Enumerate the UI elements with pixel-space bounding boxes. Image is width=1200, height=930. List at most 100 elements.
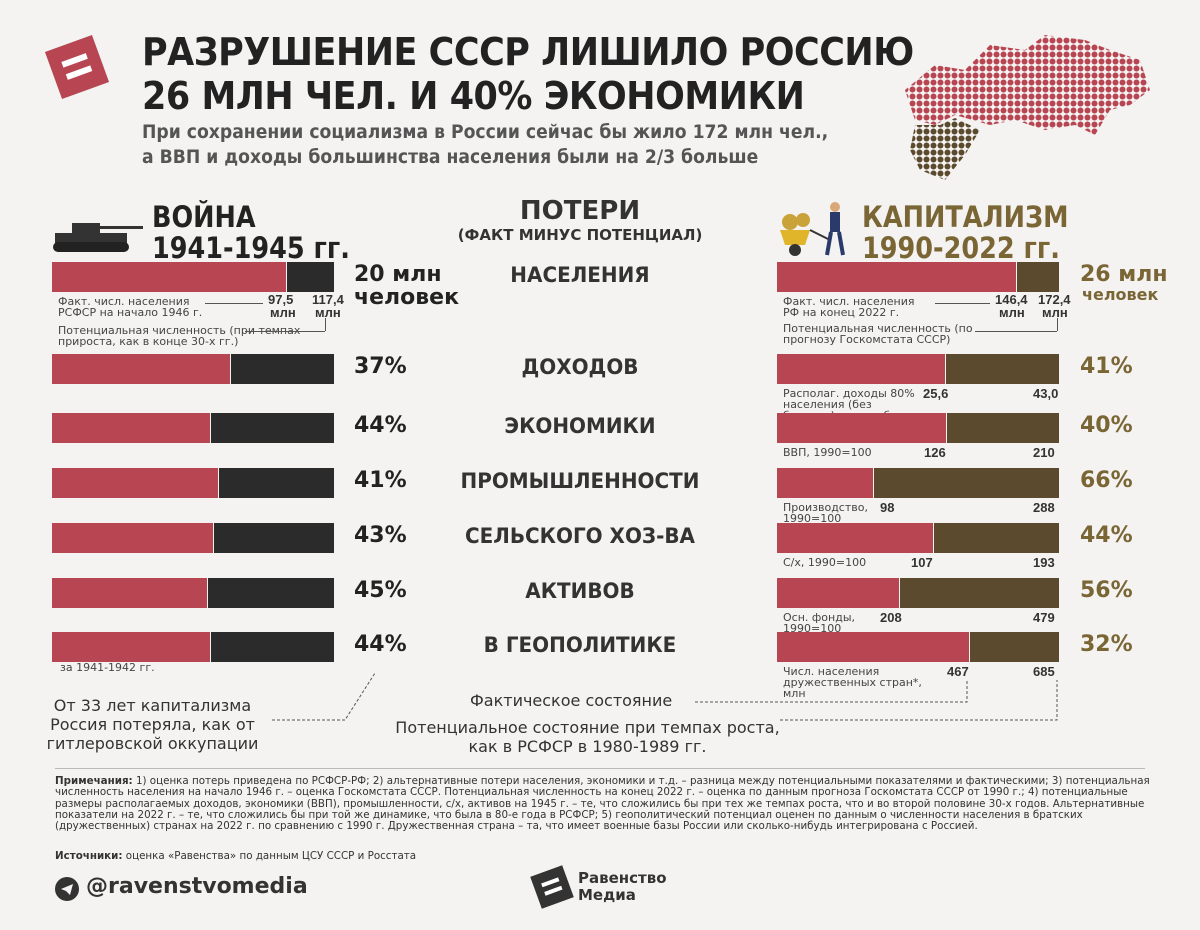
footer-logo bbox=[530, 865, 574, 909]
legend-potential: Потенциальное состояние при темпах роста… bbox=[395, 718, 780, 756]
war-loss-label: 43% bbox=[354, 523, 407, 548]
cap-potential-bar bbox=[946, 354, 1059, 384]
leader-line bbox=[935, 303, 990, 304]
legend-connector-lines bbox=[695, 680, 1058, 721]
cap-fact-bar bbox=[777, 523, 933, 553]
war-fact-bar bbox=[52, 468, 218, 498]
cap-note-text: С/х, 1990=100 bbox=[783, 556, 867, 569]
war-fact-value: 97,5 bbox=[268, 292, 294, 307]
war-loss-label: 41% bbox=[354, 468, 407, 493]
ravenstvo-logo bbox=[44, 34, 110, 100]
war-loss-label: 44% bbox=[354, 632, 407, 657]
category-label: ДОХОДОВ bbox=[521, 355, 639, 379]
cap-note-text: Осн. фонды, 1990=100 bbox=[783, 611, 856, 635]
russia-map-illustration bbox=[905, 35, 1150, 180]
war-fact-note: Факт. числ. населения РСФСР на начало 19… bbox=[58, 295, 203, 319]
cap-potential-bar bbox=[947, 413, 1059, 443]
cap-fact-bar bbox=[777, 578, 899, 608]
category-label: АКТИВОВ bbox=[525, 579, 635, 603]
leader-line bbox=[245, 331, 325, 332]
war-heading: ВОЙНА 1941-1945 гг. bbox=[152, 200, 350, 265]
war-potential-unit: млн bbox=[315, 305, 341, 320]
note-spacer bbox=[875, 502, 1059, 514]
war-potential-bar bbox=[287, 262, 334, 292]
war-fact-bar bbox=[52, 413, 210, 443]
cap-potential-value: 288 bbox=[1033, 500, 1055, 515]
page-subtitle: При сохранении социализма в России сейча… bbox=[142, 122, 829, 168]
losses-heading: ПОТЕРИ (ФАКТ МИНУС ПОТЕНЦИАЛ) bbox=[457, 196, 703, 244]
category-label: ЭКОНОМИКИ bbox=[504, 414, 656, 438]
cap-potential-value: 210 bbox=[1033, 445, 1055, 460]
cap-loss-label: 41% bbox=[1080, 354, 1133, 379]
cap-note-text: Числ. населения дружественных стран*, мл… bbox=[783, 665, 922, 700]
capitalism-heading: КАПИТАЛИЗМ 1990-2022 гг. bbox=[862, 200, 1069, 265]
wheelbarrow-money-icon bbox=[780, 202, 845, 256]
cap-potential-value: 685 bbox=[1033, 664, 1055, 679]
sources: Источники: оценка «Равенства» по данным … bbox=[55, 850, 417, 862]
cap-note-text: Производство, 1990=100 bbox=[783, 501, 868, 525]
leader-line bbox=[1057, 318, 1058, 331]
war-potential-bar bbox=[231, 354, 334, 384]
note-spacer bbox=[875, 612, 1059, 624]
cap-loss-label-line2: человек bbox=[1082, 285, 1159, 304]
cap-note: Осн. фонды, 1990=100 bbox=[783, 612, 1059, 634]
war-fact-bar bbox=[52, 578, 207, 608]
war-potential-note: Потенциальная численность (при темпах пр… bbox=[58, 324, 301, 348]
war-geopolitics-note: за 1941-1942 гг. bbox=[60, 661, 155, 674]
cap-loss-label: 66% bbox=[1080, 468, 1133, 493]
cap-potential-value: 172,4 bbox=[1038, 292, 1071, 307]
war-fact-bar bbox=[52, 262, 286, 292]
war-potential-value: 117,4 bbox=[312, 292, 344, 307]
cap-loss-label: 56% bbox=[1080, 578, 1133, 603]
telegram-icon bbox=[55, 877, 79, 901]
cap-potential-value: 479 bbox=[1033, 610, 1055, 625]
cap-potential-bar bbox=[1017, 262, 1059, 292]
footer-brand: Равенство Медиа bbox=[578, 869, 667, 904]
war-potential-bar bbox=[208, 578, 334, 608]
cap-note: Производство, 1990=100 bbox=[783, 502, 1059, 524]
category-label: ПРОМЫШЛЕННОСТИ bbox=[460, 469, 700, 493]
cap-fact-value: 146,4 bbox=[995, 292, 1028, 307]
cap-fact-bar bbox=[777, 262, 1016, 292]
cap-note: ВВП, 1990=100 bbox=[783, 447, 1059, 459]
war-potential-bar bbox=[211, 632, 334, 662]
cap-fact-value: 126 bbox=[924, 445, 946, 460]
war-potential-bar bbox=[214, 523, 334, 553]
telegram-handle[interactable]: @ravenstvomedia bbox=[86, 874, 308, 899]
leader-line bbox=[205, 303, 263, 304]
left-callout: От 33 лет капитализма Россия потеряла, к… bbox=[46, 696, 259, 753]
leader-line bbox=[325, 318, 326, 331]
war-loss-label: 37% bbox=[354, 354, 407, 379]
war-loss-label: 20 млн bbox=[354, 262, 442, 287]
cap-fact-value: 107 bbox=[911, 555, 933, 570]
war-potential-bar bbox=[219, 468, 334, 498]
cap-note: С/х, 1990=100 bbox=[783, 557, 1059, 569]
category-label: В ГЕОПОЛИТИКЕ bbox=[483, 633, 677, 657]
legend-fact: Фактическое состояние bbox=[470, 691, 673, 710]
cap-potential-bar bbox=[900, 578, 1059, 608]
war-fact-bar bbox=[52, 632, 210, 662]
divider bbox=[55, 768, 1145, 769]
notes: Примечания: 1) оценка потерь приведена п… bbox=[55, 775, 1150, 833]
category-label: СЕЛЬСКОГО ХОЗ-ВА bbox=[464, 524, 696, 548]
cap-fact-bar bbox=[777, 413, 946, 443]
page-title: РАЗРУШЕНИЕ СССР ЛИШИЛО РОССИЮ 26 МЛН ЧЕЛ.… bbox=[142, 30, 914, 118]
cap-potential-value: 43,0 bbox=[1033, 386, 1059, 401]
cap-loss-label: 44% bbox=[1080, 523, 1133, 548]
cap-fact-value: 208 bbox=[880, 610, 902, 625]
cap-fact-value: 25,6 bbox=[923, 386, 949, 401]
cap-fact-note: Факт. числ. населения РФ на конец 2022 г… bbox=[783, 295, 915, 319]
cap-potential-unit: млн bbox=[1042, 305, 1068, 320]
category-label: НАСЕЛЕНИЯ bbox=[510, 263, 650, 287]
callout-line bbox=[272, 672, 376, 721]
war-loss-label: 45% bbox=[354, 578, 407, 603]
cap-fact-value: 98 bbox=[880, 500, 895, 515]
cap-potential-value: 193 bbox=[1033, 555, 1055, 570]
war-potential-bar bbox=[211, 413, 334, 443]
cap-potential-bar bbox=[874, 468, 1059, 498]
cap-loss-label: 26 млн bbox=[1080, 262, 1168, 287]
cap-fact-unit: млн bbox=[999, 305, 1025, 320]
cap-potential-bar bbox=[934, 523, 1059, 553]
cap-fact-value: 467 bbox=[947, 664, 969, 679]
cap-potential-bar bbox=[970, 632, 1059, 662]
